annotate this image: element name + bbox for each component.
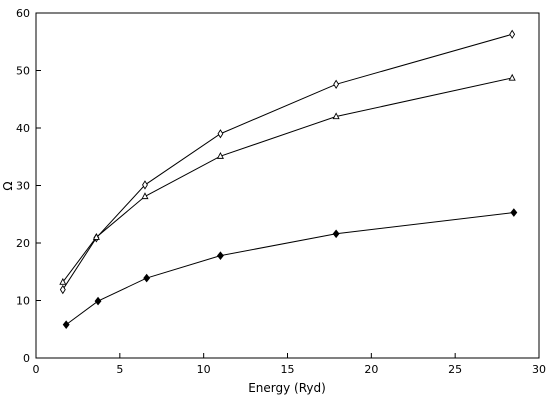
series-1-point [333, 79, 340, 89]
series-2-line [62, 77, 513, 283]
series-3-line [65, 212, 514, 326]
ticks: 0 5 10 15 20 25 30 0 10 20 30 40 50 60 [16, 7, 546, 376]
x-tick-label: 5 [116, 363, 123, 376]
series-2-point [141, 192, 149, 200]
y-tick-label: 10 [16, 295, 30, 308]
y-tick-label: 40 [16, 122, 30, 135]
series-3-point [216, 251, 224, 260]
series-2-point [216, 151, 224, 159]
x-tick-label: 25 [448, 363, 462, 376]
series-layer [59, 29, 518, 329]
series-2-point [332, 112, 340, 120]
y-tick-label: 0 [23, 352, 30, 365]
y-axis-label: Ω [1, 181, 15, 190]
series-1-point [59, 284, 66, 295]
y-tick-label: 30 [16, 180, 30, 193]
y-tick-label: 50 [16, 65, 30, 78]
series-2-point [59, 277, 67, 285]
x-tick-label: 30 [532, 363, 546, 376]
series-3-point [62, 320, 70, 329]
series-1-point [142, 180, 148, 190]
series-3-point [94, 296, 102, 306]
x-axis-label: Energy (Ryd) [248, 381, 326, 395]
series-1-point [217, 129, 224, 139]
series-2-point [508, 73, 516, 81]
x-tick-label: 0 [33, 363, 40, 376]
x-tick-label: 15 [281, 363, 295, 376]
series-3-point [143, 273, 151, 283]
x-tick-label: 20 [364, 363, 378, 376]
y-tick-label: 20 [16, 237, 30, 250]
x-tick-label: 10 [197, 363, 211, 376]
series-3-point [510, 208, 518, 217]
plot-frame [35, 12, 540, 359]
series-2-point [92, 233, 100, 240]
y-tick-label: 60 [16, 7, 30, 20]
series-1-point [509, 29, 516, 39]
series-3-point [332, 229, 340, 239]
series-1-line [62, 33, 513, 290]
